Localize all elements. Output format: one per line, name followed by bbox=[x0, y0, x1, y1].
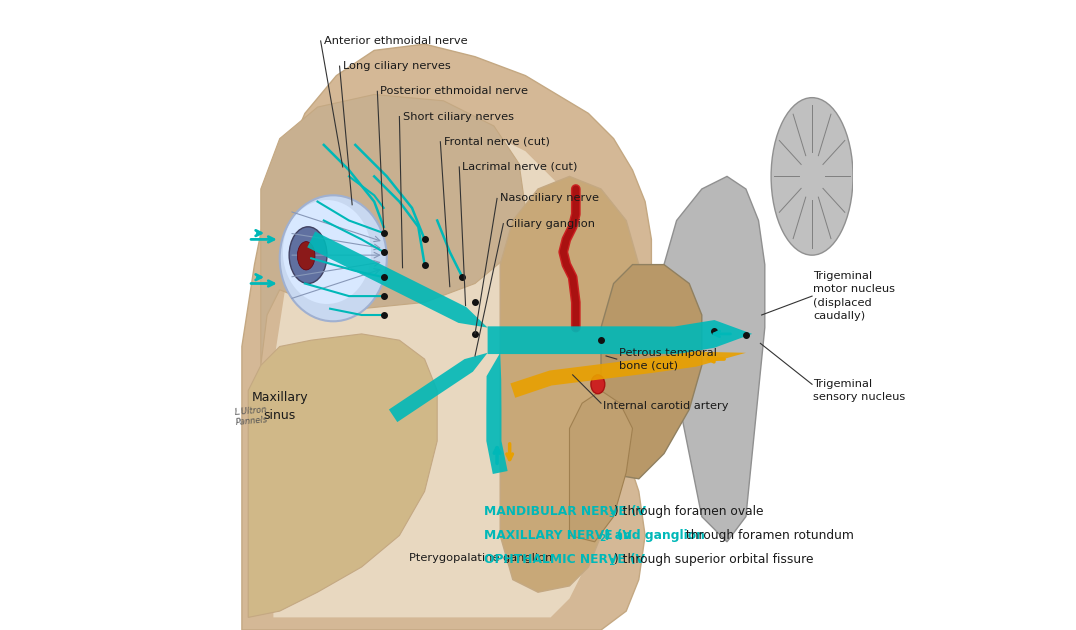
Text: Lacrimal nerve (cut): Lacrimal nerve (cut) bbox=[463, 162, 578, 172]
Polygon shape bbox=[249, 334, 437, 617]
Text: ) and ganglion: ) and ganglion bbox=[605, 529, 705, 542]
PathPatch shape bbox=[487, 320, 752, 354]
PathPatch shape bbox=[388, 353, 487, 422]
Text: Ciliary ganglion: Ciliary ganglion bbox=[507, 219, 595, 229]
Text: Maxillary
sinus: Maxillary sinus bbox=[252, 391, 308, 422]
Polygon shape bbox=[260, 94, 525, 365]
Text: Nasociliary nerve: Nasociliary nerve bbox=[500, 193, 599, 203]
Text: 3: 3 bbox=[608, 510, 614, 519]
Text: ) through superior orbital fissure: ) through superior orbital fissure bbox=[613, 553, 813, 566]
Ellipse shape bbox=[283, 200, 371, 304]
Ellipse shape bbox=[297, 242, 315, 270]
Ellipse shape bbox=[280, 195, 386, 321]
Polygon shape bbox=[273, 120, 589, 617]
Text: 1: 1 bbox=[608, 558, 614, 567]
Text: Pterygopalatine ganglion: Pterygopalatine ganglion bbox=[409, 553, 552, 563]
Text: Anterior ethmoidal nerve: Anterior ethmoidal nerve bbox=[324, 36, 467, 46]
Text: OPHTHALMIC NERVE (V: OPHTHALMIC NERVE (V bbox=[484, 553, 646, 566]
Polygon shape bbox=[664, 176, 765, 542]
Text: ) through foramen ovale: ) through foramen ovale bbox=[613, 505, 763, 518]
Polygon shape bbox=[601, 265, 702, 479]
Text: MANDIBULAR NERVE (V: MANDIBULAR NERVE (V bbox=[484, 505, 647, 518]
Polygon shape bbox=[569, 391, 633, 542]
Text: Short ciliary nerves: Short ciliary nerves bbox=[402, 112, 513, 122]
Text: through foramen rotundum: through foramen rotundum bbox=[681, 529, 853, 542]
Ellipse shape bbox=[591, 375, 605, 394]
Text: Posterior ethmoidal nerve: Posterior ethmoidal nerve bbox=[381, 86, 528, 96]
Polygon shape bbox=[242, 44, 651, 630]
Ellipse shape bbox=[771, 98, 853, 255]
Polygon shape bbox=[500, 176, 639, 592]
PathPatch shape bbox=[510, 352, 746, 398]
Ellipse shape bbox=[289, 227, 327, 284]
Text: Trigeminal
sensory nucleus: Trigeminal sensory nucleus bbox=[813, 379, 906, 402]
PathPatch shape bbox=[486, 353, 508, 474]
Text: Internal carotid artery: Internal carotid artery bbox=[603, 401, 728, 411]
Text: L.Ultron
Pannels: L.Ultron Pannels bbox=[235, 404, 269, 427]
Text: 2: 2 bbox=[599, 534, 606, 543]
Text: MAXILLARY NERVE (V: MAXILLARY NERVE (V bbox=[484, 529, 633, 542]
Text: Long ciliary nerves: Long ciliary nerves bbox=[342, 61, 451, 71]
Text: Frontal nerve (cut): Frontal nerve (cut) bbox=[443, 137, 550, 147]
Text: Petrous temporal
bone (cut): Petrous temporal bone (cut) bbox=[619, 348, 717, 370]
Text: Trigeminal
motor nucleus
(displaced
caudally): Trigeminal motor nucleus (displaced caud… bbox=[813, 272, 895, 321]
PathPatch shape bbox=[308, 231, 487, 328]
